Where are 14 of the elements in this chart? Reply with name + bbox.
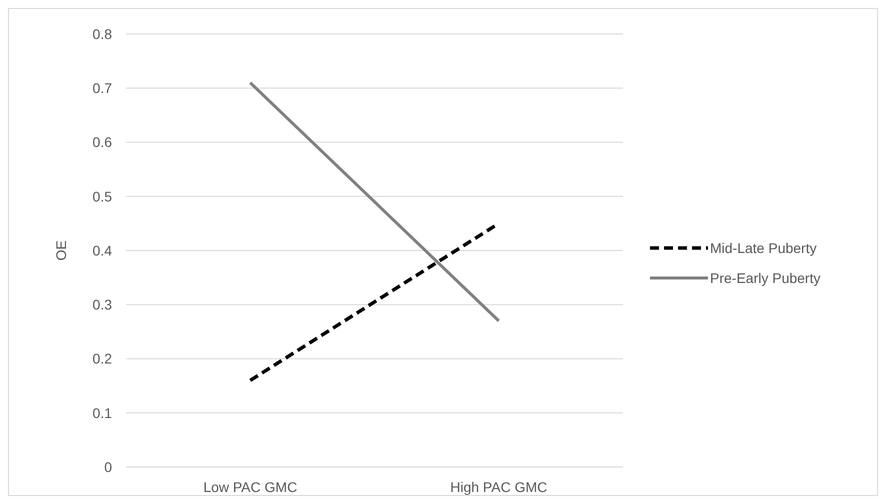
y-tick-label: 0.4 bbox=[92, 242, 112, 258]
y-tick-label: 0 bbox=[104, 458, 112, 475]
y-tick-label: 0.1 bbox=[92, 404, 112, 421]
legend-label: Pre-Early Puberty bbox=[710, 270, 820, 286]
y-tick-label: 0.3 bbox=[92, 296, 112, 313]
x-tick-label: High PAC GMC bbox=[450, 479, 548, 495]
y-tick-label: 0.6 bbox=[92, 134, 112, 150]
legend-label: Mid-Late Puberty bbox=[710, 240, 817, 256]
y-tick-label: 0.5 bbox=[92, 188, 112, 204]
y-axis-title: OE bbox=[53, 240, 69, 261]
y-tick-label: 0.8 bbox=[92, 26, 112, 42]
y-tick-label: 0.2 bbox=[92, 350, 112, 367]
x-tick-label: Low PAC GMC bbox=[203, 479, 298, 495]
y-tick-label: 0.7 bbox=[92, 80, 112, 96]
